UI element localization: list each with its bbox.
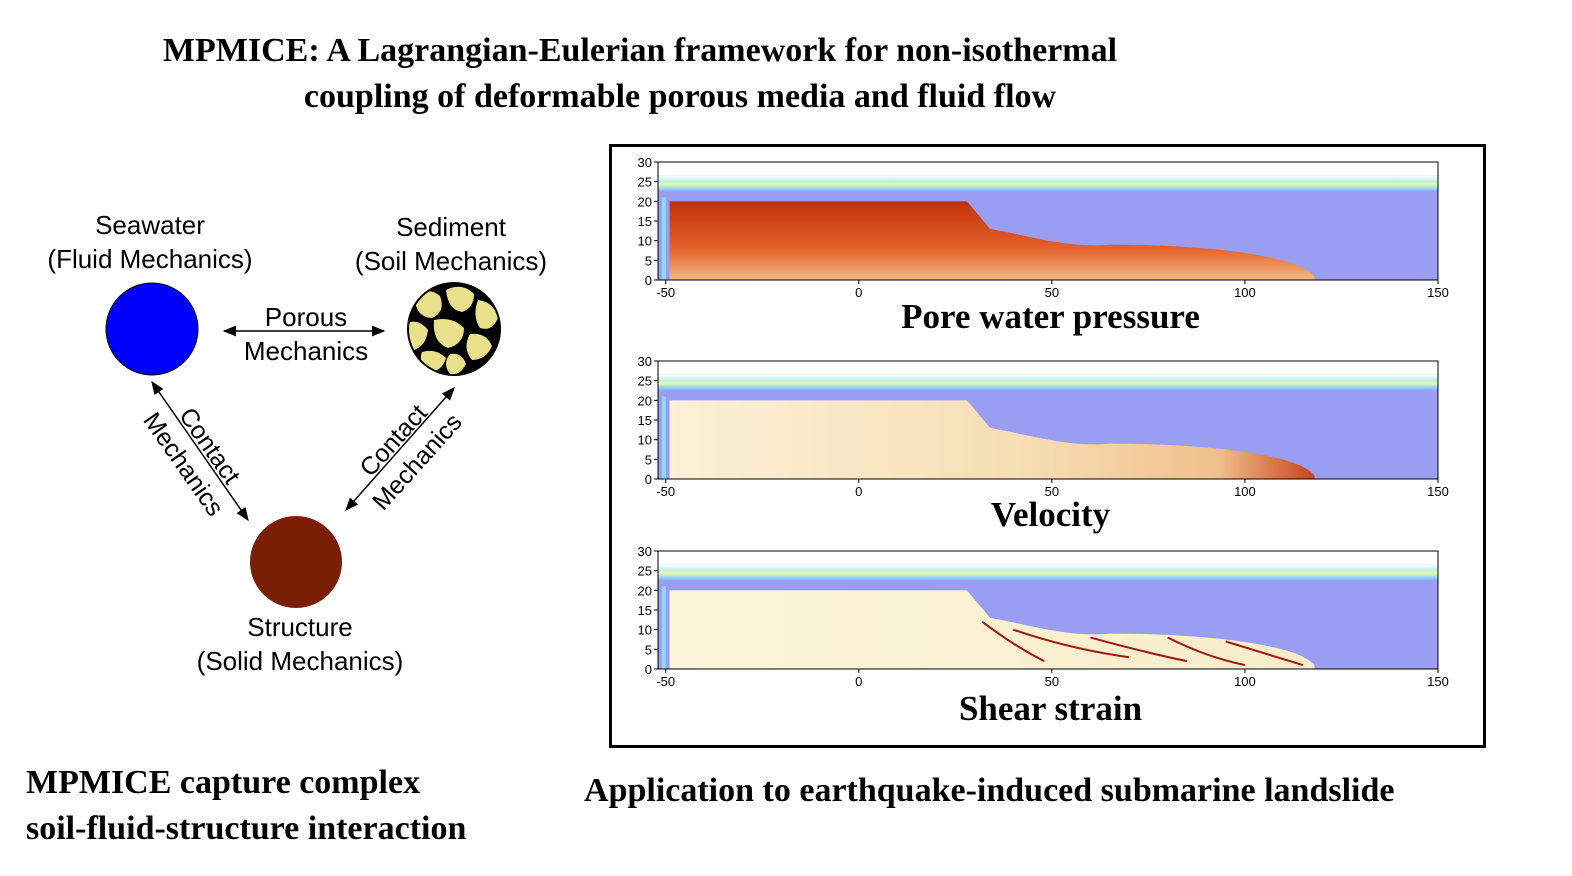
structure-subtitle: (Solid Mechanics) — [196, 646, 404, 676]
x-tick-label: 100 — [1234, 674, 1256, 689]
caption-left-line1: MPMICE capture complex — [26, 764, 421, 801]
title-line-2: coupling of deformable porous media and … — [303, 78, 1057, 115]
seawater-name: Seawater — [95, 210, 205, 240]
shear-band — [981, 621, 1045, 663]
air-region — [658, 162, 1438, 176]
caption-left: MPMICE capture complex soil-fluid-struct… — [26, 760, 466, 852]
shear-band — [1167, 636, 1246, 667]
sediment-subtitle: (Soil Mechanics) — [354, 246, 548, 276]
panel-label-pressure: Pore water pressure — [901, 297, 1200, 336]
y-tick-label: 20 — [638, 583, 652, 598]
wall — [661, 396, 666, 479]
y-tick-label: 20 — [638, 194, 652, 209]
y-tick-label: 25 — [638, 374, 652, 389]
contact-right-arrow — [345, 386, 455, 512]
y-tick-label: 0 — [645, 273, 652, 288]
x-tick-label: 100 — [1234, 285, 1256, 300]
caption-right: Application to earthquake-induced submar… — [584, 772, 1395, 809]
simulation-frame: 30 25 20 15 10 5 0 -50 0 50 100 150 30 25 20 15 10 5 0 -50 0… — [609, 144, 1486, 748]
shear-band — [1012, 628, 1130, 659]
y-tick-label: 10 — [638, 433, 652, 448]
y-tick-label: 15 — [638, 214, 652, 229]
x-tick-label: 150 — [1427, 285, 1449, 300]
seawater-circle — [105, 282, 199, 376]
panel-label-velocity: Velocity — [990, 495, 1111, 534]
y-tick-label: 15 — [638, 413, 652, 428]
y-tick-label: 5 — [645, 642, 652, 657]
y-tick-label: 30 — [638, 354, 652, 369]
x-tick-label: -50 — [656, 674, 675, 689]
structure-name: Structure — [247, 612, 353, 642]
x-tick-label: -50 — [656, 484, 675, 499]
panel-label-shear: Shear strain — [958, 689, 1143, 728]
contact-left-label: Contact Mechanics — [138, 403, 246, 522]
sediment-name: Sediment — [396, 212, 506, 242]
x-tick-label: 100 — [1234, 484, 1256, 499]
x-tick-label: 50 — [1045, 484, 1059, 499]
air-region — [658, 361, 1438, 375]
water-surface-band — [658, 175, 1438, 192]
y-tick-label: 30 — [638, 155, 652, 170]
sediment-circle — [407, 282, 501, 376]
diagram-graphics: Contact Mechanics Contact Mechanics — [105, 282, 501, 608]
x-tick-label: 150 — [1427, 484, 1449, 499]
x-tick-label: 0 — [855, 484, 862, 499]
water-surface-band — [658, 374, 1438, 391]
y-tick-label: 5 — [645, 452, 652, 467]
y-tick-label: 30 — [638, 544, 652, 559]
seawater-subtitle: (Fluid Mechanics) — [47, 244, 253, 274]
structure-label: Structure (Solid Mechanics) — [180, 610, 420, 678]
x-tick-label: 0 — [855, 285, 862, 300]
caption-left-line2: soil-fluid-structure interaction — [26, 810, 467, 847]
y-tick-label: 10 — [638, 623, 652, 638]
shear-band — [1090, 636, 1188, 663]
sediment-region — [669, 201, 1315, 280]
title-line-1: MPMICE: A Lagrangian-Eulerian framework … — [162, 32, 1118, 69]
y-tick-label: 25 — [638, 175, 652, 190]
seawater-label: Seawater (Fluid Mechanics) — [30, 208, 270, 276]
x-tick-label: 0 — [855, 674, 862, 689]
contact-left-arrow — [151, 380, 249, 522]
sediment-region — [669, 400, 1315, 479]
sediment-label: Sediment (Soil Mechanics) — [336, 210, 566, 278]
x-tick-label: 50 — [1045, 674, 1059, 689]
y-tick-label: 15 — [638, 603, 652, 618]
y-tick-label: 20 — [638, 393, 652, 408]
x-tick-label: 150 — [1427, 674, 1449, 689]
y-tick-label: 0 — [645, 662, 652, 677]
water-surface-band — [658, 564, 1438, 581]
structure-circle — [250, 516, 342, 608]
porous-mechanics-line2: Mechanics — [243, 336, 369, 366]
y-tick-label: 25 — [638, 564, 652, 579]
wall — [661, 586, 666, 669]
x-tick-label: -50 — [656, 285, 675, 300]
wall — [661, 197, 666, 280]
y-tick-label: 5 — [645, 253, 652, 268]
y-tick-label: 0 — [645, 472, 652, 487]
contact-right-label: Contact Mechanics — [354, 399, 467, 516]
shear-band — [1225, 640, 1304, 667]
x-tick-label: 50 — [1045, 285, 1059, 300]
y-tick-label: 10 — [638, 234, 652, 249]
air-region — [658, 551, 1438, 565]
